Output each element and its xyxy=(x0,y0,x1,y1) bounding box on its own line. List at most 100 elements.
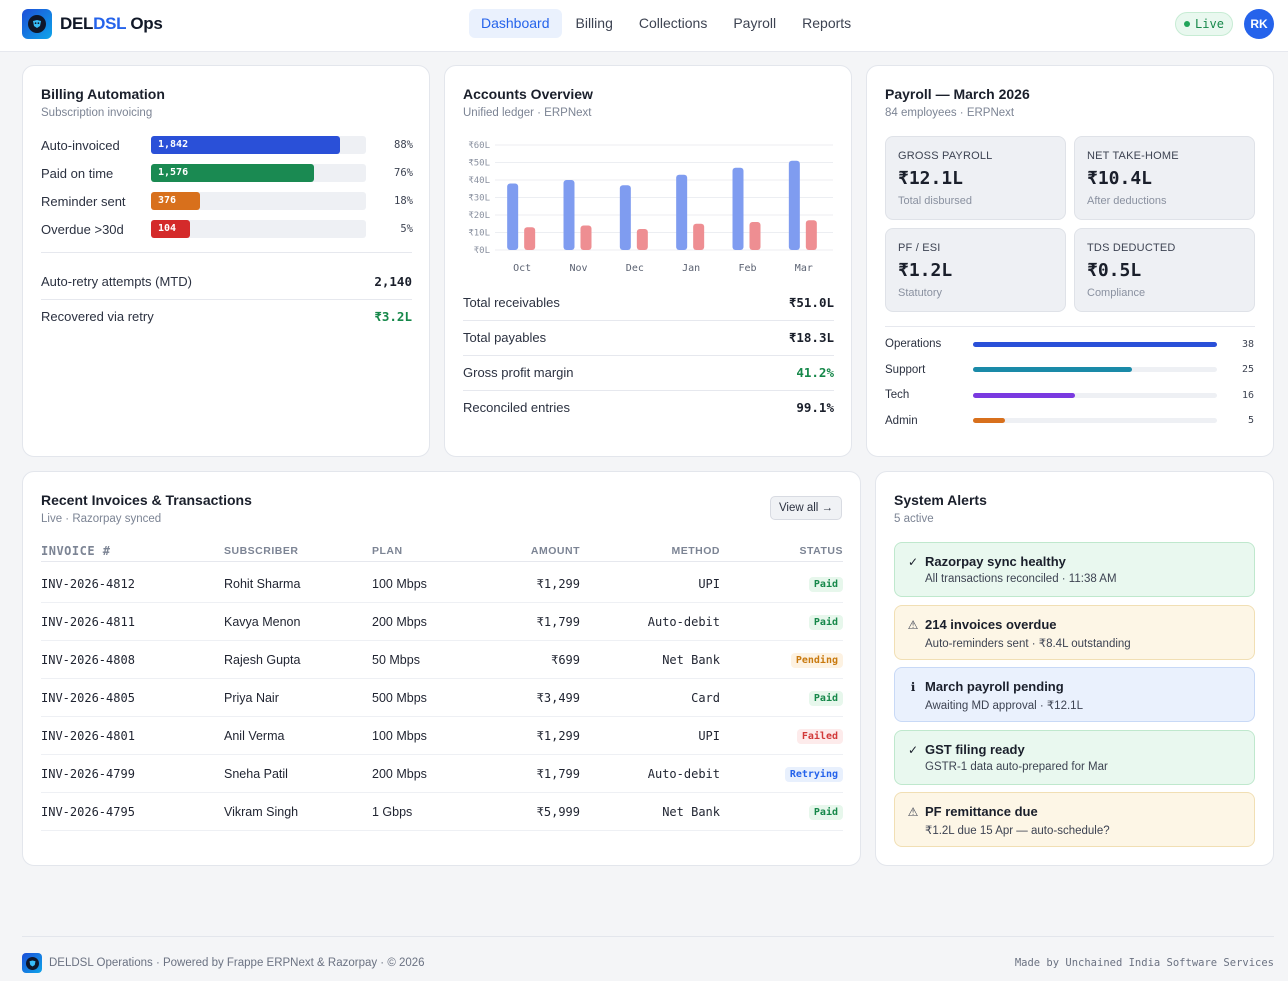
bar-series-1-jan xyxy=(676,174,688,250)
amount: ₹1,799 xyxy=(536,614,580,629)
brand[interactable]: DELDSL Ops xyxy=(22,9,163,39)
alert-title: 214 invoices overdue xyxy=(925,616,1057,632)
department-count: 5 xyxy=(1247,415,1254,426)
table-row[interactable]: INV-2026-4801 Anil Verma 100 Mbps ₹1,299 UPI… xyxy=(41,717,843,755)
table-header: INVOICE # SUBSCRIBER PLAN AMOUNT METHOD … xyxy=(41,540,843,562)
card-subtitle: Subscription invoicing xyxy=(41,107,153,119)
nav-collections[interactable]: Collections xyxy=(638,15,708,31)
alert-subtitle: Awaiting MD approval · ₹12.1L xyxy=(925,700,1083,712)
stat-value: 99.1% xyxy=(796,400,834,415)
alert-item[interactable]: ⚠ 214 invoices overdue Auto-reminders sent… xyxy=(894,604,1255,660)
bar-track: 376 xyxy=(151,192,366,210)
alert-item[interactable]: ⚠ PF remittance due ₹1.2L due 15 Apr — aut… xyxy=(894,792,1255,847)
subscriber-name: Kavya Menon xyxy=(224,614,301,629)
payment-method: Card xyxy=(691,690,720,705)
nav-payroll[interactable]: Payroll xyxy=(733,15,777,31)
bar-track: 1,576 xyxy=(151,164,366,182)
bar-label: Reminder sent xyxy=(41,193,126,209)
department-count: 16 xyxy=(1241,389,1254,401)
status-badge: Paid xyxy=(808,614,843,630)
bar-series-2-dec xyxy=(636,229,648,250)
status-badge: Retrying xyxy=(784,766,843,782)
bar-label: Auto-invoiced xyxy=(41,137,120,153)
department-bar-fill xyxy=(973,341,1217,347)
billing-bar-row: Paid on time 1,576 76% xyxy=(41,164,413,182)
card-title: Recent Invoices & Transactions xyxy=(41,492,252,508)
view-all-button[interactable]: View all → xyxy=(770,496,842,520)
payment-method: Net Bank xyxy=(662,804,720,819)
department-bar-track xyxy=(973,367,1217,372)
payment-method: Net Bank xyxy=(662,652,720,667)
accounts-overview-card: Accounts Overview Unified ledger · ERPNe… xyxy=(444,65,852,457)
brand-logo-icon xyxy=(22,9,52,39)
accounts-bar-chart: ₹60L ₹50L ₹40L ₹30L ₹20L ₹10L ₹0L Oct Nov Dec Jan F… xyxy=(468,141,833,274)
invoice-number: INV-2026-4801 xyxy=(41,728,135,743)
card-subtitle: Live · Razorpay synced xyxy=(41,513,162,525)
department-bar-track xyxy=(973,418,1217,423)
bar-track: 104 xyxy=(151,220,366,238)
bar-percent: 76% xyxy=(394,167,413,179)
amount: ₹1,299 xyxy=(536,728,580,743)
table-row[interactable]: INV-2026-4811 Kavya Menon 200 Mbps ₹1,799 Au… xyxy=(41,603,843,641)
department-count: 38 xyxy=(1241,338,1254,350)
invoice-number: INV-2026-4808 xyxy=(41,652,135,667)
stat-label: Total receivables xyxy=(463,295,560,310)
bar-label: Overdue >30d xyxy=(41,221,124,237)
amount: ₹3,499 xyxy=(536,690,580,705)
tile-pf-esi: PF / ESI ₹1.2L Statutory xyxy=(885,228,1066,312)
bar-series-2-mar xyxy=(805,220,817,250)
alert-item[interactable]: ✓ Razorpay sync healthy All transactions r… xyxy=(894,542,1255,597)
bar-series-1-nov xyxy=(563,180,575,250)
table-row[interactable]: INV-2026-4799 Sneha Patil 200 Mbps ₹1,799 Au… xyxy=(41,755,843,793)
bar-label: Paid on time xyxy=(41,165,114,181)
alert-item[interactable]: ℹ March payroll pending Awaiting MD approv… xyxy=(894,667,1255,722)
accounts-stat-row: Total payables ₹18.3L xyxy=(463,320,834,355)
alert-item[interactable]: ✓ GST filing ready GSTR-1 data auto-prepar… xyxy=(894,729,1255,785)
bar-fill: 104 xyxy=(151,220,190,238)
y-tick-label: ₹10L xyxy=(468,229,490,239)
tile-gross-payroll: GROSS PAYROLL ₹12.1L Total disbursed xyxy=(885,136,1066,220)
card-title: System Alerts xyxy=(894,492,987,508)
plan: 100 Mbps xyxy=(372,576,427,591)
status-badge: Pending xyxy=(790,652,843,668)
department-label: Support xyxy=(885,363,926,376)
payment-method: UPI xyxy=(698,728,720,743)
status-cell: Paid xyxy=(720,576,843,592)
department-bar-fill xyxy=(973,418,1005,423)
amount: ₹699 xyxy=(551,652,580,667)
y-tick-label: ₹40L xyxy=(468,176,490,186)
status-cell: Paid xyxy=(720,690,843,706)
live-status-badge: Live xyxy=(1175,12,1233,36)
footer-logo-icon xyxy=(22,953,42,973)
warning-icon: ⚠ xyxy=(907,805,919,819)
divider xyxy=(463,320,834,321)
invoice-number: INV-2026-4811 xyxy=(41,614,135,629)
status-cell: Paid xyxy=(720,804,843,820)
bar-percent: 18% xyxy=(394,195,413,207)
department-label: Tech xyxy=(885,389,910,401)
department-bar-track xyxy=(973,392,1217,398)
user-avatar[interactable]: RK xyxy=(1244,9,1274,39)
card-title: Payroll — March 2026 xyxy=(885,86,1030,102)
nav-billing[interactable]: Billing xyxy=(575,15,613,31)
stat-value: ₹51.0L xyxy=(788,295,834,310)
payment-method: Auto-debit xyxy=(647,766,720,781)
alert-title: Razorpay sync healthy xyxy=(925,554,1066,569)
x-tick-label: Jan xyxy=(682,263,700,274)
department-row: Tech 16 xyxy=(885,388,1254,402)
y-tick-label: ₹0L xyxy=(474,246,490,256)
bar-percent: 5% xyxy=(400,223,413,235)
table-row[interactable]: INV-2026-4805 Priya Nair 500 Mbps ₹3,499 Car… xyxy=(41,679,843,717)
table-row[interactable]: INV-2026-4808 Rajesh Gupta 50 Mbps ₹699 Net … xyxy=(41,641,843,679)
nav-dashboard[interactable]: Dashboard xyxy=(469,9,562,38)
table-row[interactable]: INV-2026-4812 Rohit Sharma 100 Mbps ₹1,299 U… xyxy=(41,565,843,603)
bar-series-1-oct xyxy=(507,183,519,250)
bar-series-2-jan xyxy=(693,223,705,250)
status-badge: Paid xyxy=(808,690,843,706)
subscriber-name: Anil Verma xyxy=(224,728,285,743)
nav-reports[interactable]: Reports xyxy=(802,15,852,31)
table-row[interactable]: INV-2026-4795 Vikram Singh 1 Gbps ₹5,999 Net… xyxy=(41,793,843,831)
alert-subtitle: Auto-reminders sent · ₹8.4L outstanding xyxy=(925,637,1131,650)
bar-track: 1,842 xyxy=(151,136,366,154)
y-tick-label: ₹30L xyxy=(468,194,490,204)
